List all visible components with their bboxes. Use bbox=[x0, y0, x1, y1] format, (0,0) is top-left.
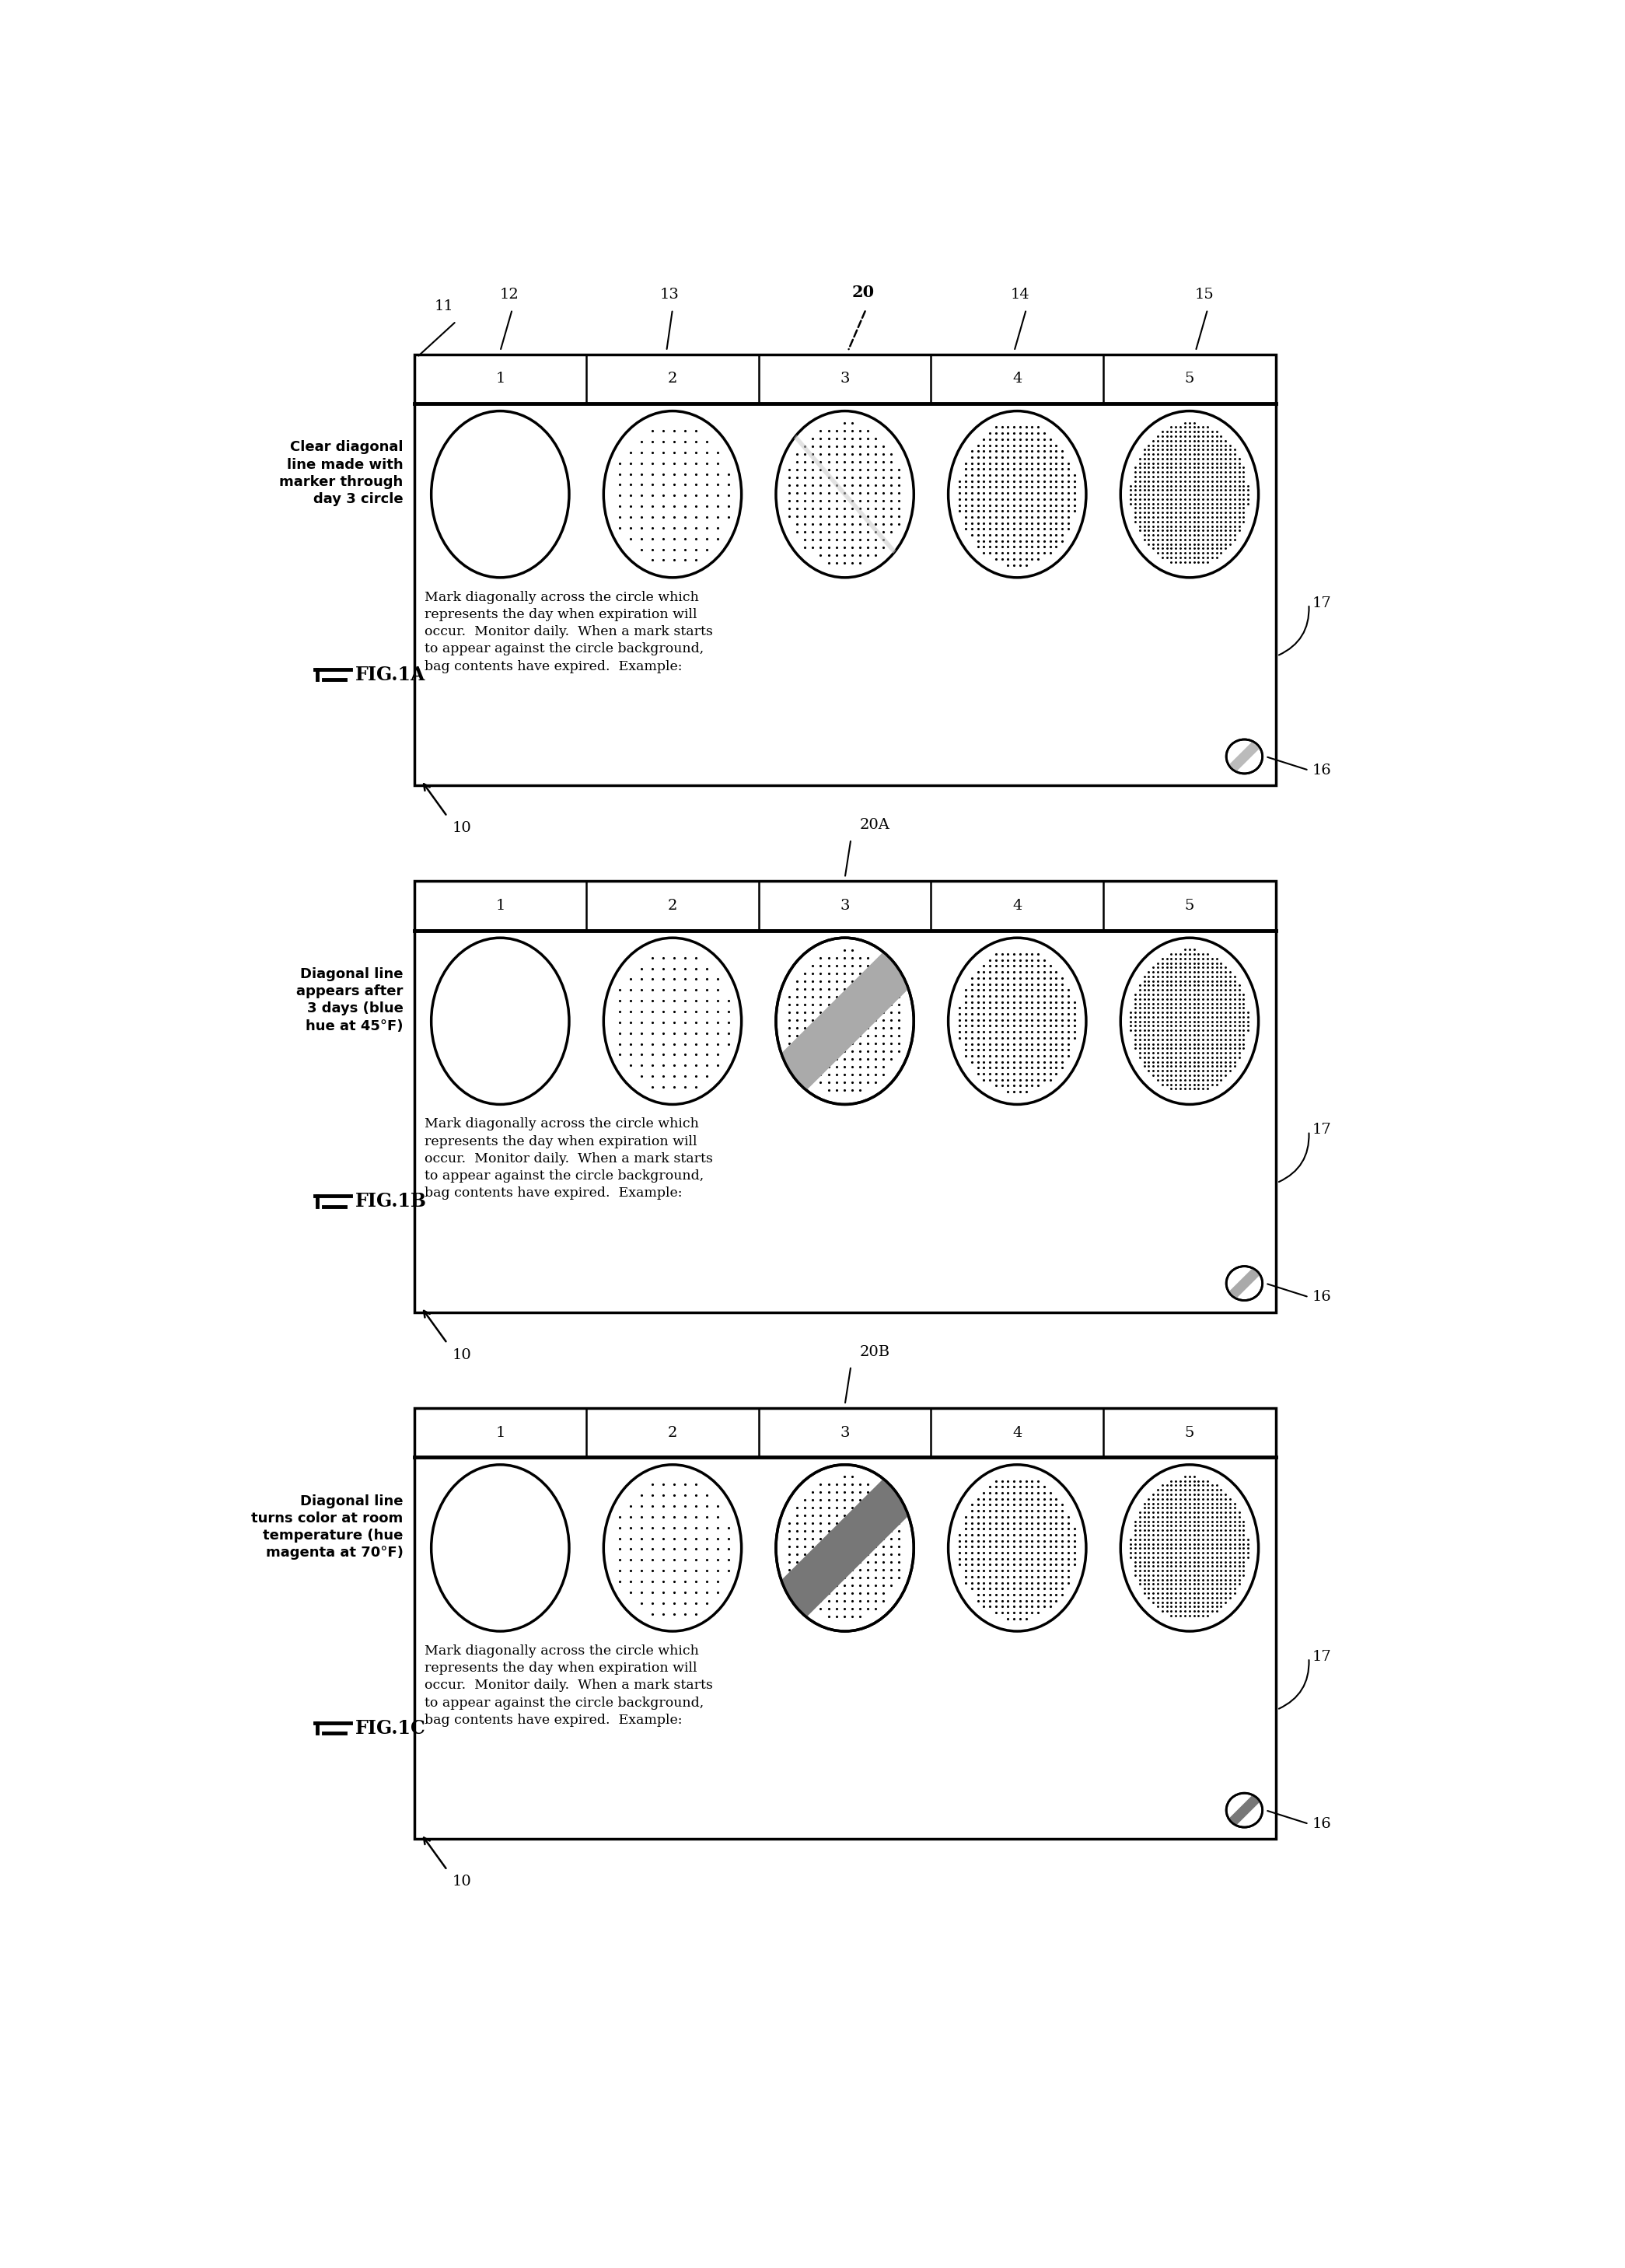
Text: 4: 4 bbox=[1012, 898, 1022, 912]
Text: 10: 10 bbox=[452, 821, 471, 835]
Text: Mark diagonally across the circle which
represents the day when expiration will
: Mark diagonally across the circle which … bbox=[424, 590, 713, 674]
Ellipse shape bbox=[949, 939, 1086, 1105]
Text: 20A: 20A bbox=[860, 819, 891, 832]
Text: 3: 3 bbox=[840, 372, 850, 386]
Text: 3: 3 bbox=[840, 898, 850, 912]
Text: 17: 17 bbox=[1313, 1123, 1332, 1136]
Text: 16: 16 bbox=[1313, 1817, 1332, 1830]
Text: Mark diagonally across the circle which
represents the day when expiration will
: Mark diagonally across the circle which … bbox=[424, 1118, 713, 1200]
Bar bbox=[414, 1408, 1276, 1839]
Polygon shape bbox=[760, 937, 929, 1105]
Ellipse shape bbox=[949, 1465, 1086, 1631]
Text: Clear diagonal
line made with
marker through
day 3 circle: Clear diagonal line made with marker thr… bbox=[280, 440, 403, 506]
Text: 17: 17 bbox=[1313, 1649, 1332, 1665]
Text: 4: 4 bbox=[1012, 372, 1022, 386]
Text: 2: 2 bbox=[668, 1427, 678, 1440]
Text: 2: 2 bbox=[668, 898, 678, 912]
Ellipse shape bbox=[603, 411, 741, 578]
Text: 16: 16 bbox=[1313, 764, 1332, 778]
Polygon shape bbox=[1224, 1789, 1264, 1830]
Polygon shape bbox=[1224, 737, 1264, 776]
Ellipse shape bbox=[1227, 1266, 1263, 1300]
Polygon shape bbox=[1224, 1263, 1264, 1304]
Ellipse shape bbox=[431, 939, 569, 1105]
Text: 20B: 20B bbox=[860, 1345, 891, 1359]
Text: FIG.1A: FIG.1A bbox=[356, 665, 426, 685]
Text: Diagonal line
appears after
3 days (blue
hue at 45°F): Diagonal line appears after 3 days (blue… bbox=[296, 966, 403, 1032]
Bar bbox=[414, 880, 1276, 1313]
Text: 20: 20 bbox=[852, 286, 874, 299]
Ellipse shape bbox=[1227, 1794, 1263, 1828]
Ellipse shape bbox=[431, 1465, 569, 1631]
Ellipse shape bbox=[949, 411, 1086, 578]
Text: 3: 3 bbox=[840, 1427, 850, 1440]
Text: 5: 5 bbox=[1185, 372, 1194, 386]
Text: FIG.1B: FIG.1B bbox=[356, 1193, 427, 1211]
Text: 1: 1 bbox=[496, 898, 505, 912]
Text: 2: 2 bbox=[668, 372, 678, 386]
Text: 14: 14 bbox=[1011, 288, 1030, 302]
Text: 10: 10 bbox=[452, 1347, 471, 1363]
Text: 10: 10 bbox=[452, 1876, 471, 1889]
Text: 4: 4 bbox=[1012, 1427, 1022, 1440]
Text: Mark diagonally across the circle which
represents the day when expiration will
: Mark diagonally across the circle which … bbox=[424, 1644, 713, 1726]
Text: 16: 16 bbox=[1313, 1290, 1332, 1304]
Ellipse shape bbox=[1121, 939, 1258, 1105]
Text: 15: 15 bbox=[1194, 288, 1214, 302]
Text: FIG.1C: FIG.1C bbox=[356, 1719, 426, 1737]
Ellipse shape bbox=[775, 1465, 913, 1631]
Text: Diagonal line
turns color at room
temperature (hue
magenta at 70°F): Diagonal line turns color at room temper… bbox=[252, 1495, 403, 1560]
Text: 17: 17 bbox=[1313, 596, 1332, 610]
Ellipse shape bbox=[1227, 739, 1263, 773]
Ellipse shape bbox=[1121, 1465, 1258, 1631]
Ellipse shape bbox=[431, 411, 569, 578]
Text: 13: 13 bbox=[660, 288, 679, 302]
Ellipse shape bbox=[603, 939, 741, 1105]
Ellipse shape bbox=[775, 411, 913, 578]
Bar bbox=[414, 354, 1276, 785]
Ellipse shape bbox=[603, 1465, 741, 1631]
Ellipse shape bbox=[1121, 411, 1258, 578]
Text: 11: 11 bbox=[434, 299, 453, 313]
Text: 1: 1 bbox=[496, 372, 505, 386]
Text: 5: 5 bbox=[1185, 1427, 1194, 1440]
Text: 12: 12 bbox=[499, 288, 518, 302]
Ellipse shape bbox=[775, 939, 913, 1105]
Text: 1: 1 bbox=[496, 1427, 505, 1440]
Polygon shape bbox=[760, 1465, 929, 1631]
Text: 5: 5 bbox=[1185, 898, 1194, 912]
